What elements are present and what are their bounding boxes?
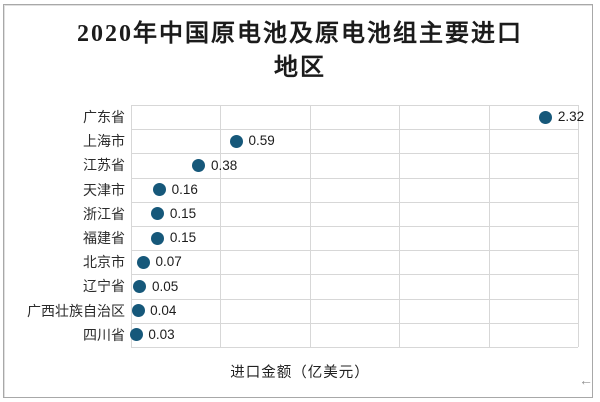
data-point-marker <box>137 255 151 269</box>
data-point-marker <box>131 304 145 318</box>
data-point-marker <box>229 134 243 148</box>
gridline-horizontal <box>131 177 578 179</box>
gridline-vertical <box>399 105 401 347</box>
gridline-horizontal <box>131 274 578 276</box>
category-label: 上海市 <box>83 133 125 150</box>
category-label: 天津市 <box>83 181 125 198</box>
data-point-marker <box>151 231 165 245</box>
chart-title-line-1: 2020年中国原电池及原电池组主要进口 <box>77 21 523 47</box>
data-point-marker <box>153 183 167 197</box>
gridline-vertical <box>578 105 579 347</box>
x-axis-label: 进口金额（亿美元） <box>230 365 370 381</box>
gridline-horizontal <box>131 153 578 155</box>
gridline-vertical <box>488 105 490 347</box>
data-point-value-label: 0.59 <box>248 133 275 149</box>
category-label: 北京市 <box>83 254 125 271</box>
category-label: 江苏省 <box>83 157 125 174</box>
gridline-horizontal <box>131 322 578 324</box>
data-point-marker <box>192 159 206 172</box>
category-label: 浙江省 <box>83 205 125 222</box>
data-point-value-label: 0.15 <box>169 230 197 246</box>
data-point-value-label: 0.07 <box>155 254 182 270</box>
gridline-horizontal <box>131 105 578 106</box>
cursor-arrow-icon: ← <box>579 372 593 388</box>
gridline-horizontal <box>131 250 578 252</box>
data-point-marker <box>129 328 143 342</box>
data-point-value-label: 0.16 <box>171 181 198 197</box>
category-label: 广东省 <box>83 109 125 125</box>
gridline-horizontal <box>131 226 578 227</box>
data-point-value-label: 2.32 <box>557 109 585 125</box>
gridline-horizontal <box>131 298 578 300</box>
chart-title: 2020年中国原电池及原电池组主要进口 地区 <box>0 17 600 85</box>
data-point-value-label: 0.15 <box>169 205 197 221</box>
category-axis: 广东省上海市江苏省天津市浙江省福建省北京市辽宁省广西壮族自治区四川省 <box>8 105 125 347</box>
gridline-horizontal <box>131 347 578 348</box>
data-point-marker <box>539 110 553 124</box>
category-label: 四川省 <box>83 326 125 343</box>
data-point-value-label: 0.04 <box>150 302 177 318</box>
data-point-marker <box>133 280 147 293</box>
data-point-value-label: 0.05 <box>151 278 179 294</box>
data-point-marker <box>151 207 165 221</box>
gridline-horizontal <box>131 201 578 203</box>
category-label: 广西壮族自治区 <box>27 302 125 319</box>
data-point-value-label: 0.03 <box>148 326 175 342</box>
category-label: 辽宁省 <box>83 278 125 295</box>
gridline-vertical <box>309 105 311 347</box>
gridline-vertical <box>131 105 132 347</box>
category-label: 福建省 <box>83 230 125 246</box>
chart-title-line-2: 地区 <box>274 55 326 81</box>
data-point-value-label: 0.38 <box>210 157 238 173</box>
gridline-horizontal <box>131 129 578 131</box>
gridline-vertical <box>220 105 222 347</box>
plot-area: 2.32 0.59 0.38 0.16 0.15 0.15 0.07 0.05 0.04 0.03 <box>129 105 584 348</box>
